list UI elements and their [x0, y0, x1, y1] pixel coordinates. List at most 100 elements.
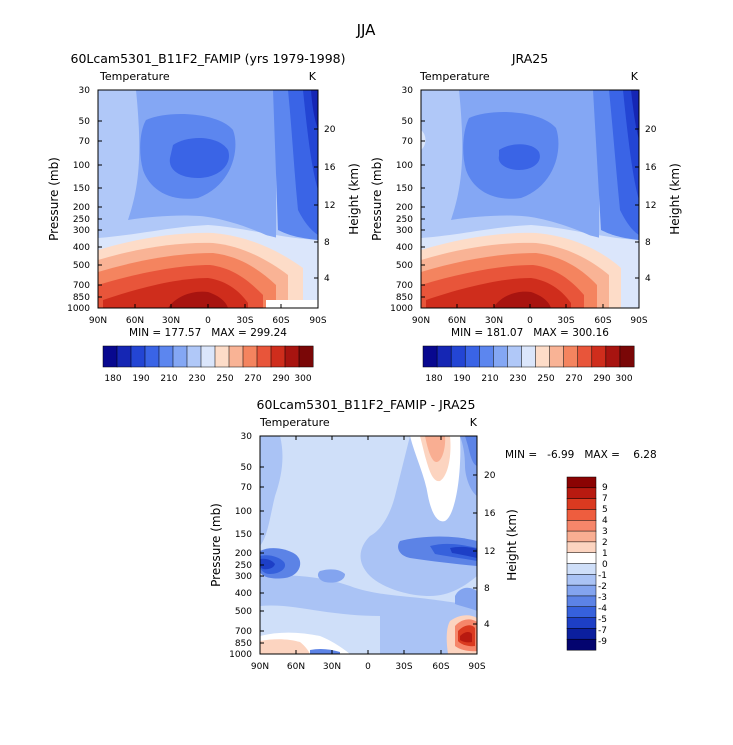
- xtick-label: 60S: [272, 316, 289, 326]
- xtick-label: 30N: [162, 316, 180, 326]
- xtick-label: 30S: [236, 316, 253, 326]
- panel-diff-ylabel: Pressure (mb): [209, 503, 223, 587]
- ytick-label: 500: [235, 607, 252, 617]
- panel-obs: JRA25 Temperature K: [370, 51, 682, 384]
- colorbar-swatch: [186, 345, 202, 368]
- colorbar-swatch: [493, 345, 508, 368]
- xtick-label: 0: [205, 316, 211, 326]
- xtick-label: 60S: [432, 662, 449, 672]
- colorbar-swatch: [563, 345, 579, 368]
- colorbar-swatch: [464, 345, 480, 368]
- height-tick-label: 12: [324, 201, 335, 211]
- panel-obs-title: JRA25: [511, 51, 548, 66]
- xtick-label: 30S: [557, 316, 574, 326]
- colorbar-label: 1: [602, 549, 608, 559]
- ytick-label: 150: [235, 530, 252, 540]
- colorbar-swatch: [507, 345, 522, 368]
- ytick-label: 50: [241, 463, 253, 473]
- panel-diff-colorbar: 9 7 5 4 3 2 1 0 -1 -2 -3 -4 -5 -7 -9: [566, 476, 608, 651]
- panel-obs-ylabel: Pressure (mb): [370, 157, 384, 241]
- colorbar-label: -9: [598, 637, 607, 647]
- colorbar-label: 270: [565, 374, 582, 384]
- colorbar-swatch: [144, 345, 160, 368]
- panel-model-title: 60Lcam5301_B11F2_FAMIP (yrs 1979-1998): [71, 51, 346, 66]
- ytick-label: 250: [396, 215, 413, 225]
- colorbar-swatch: [200, 345, 216, 368]
- panel-obs-colorbar: 180 190 210 230 250 270 290 300: [422, 345, 635, 384]
- ytick-label: 50: [402, 117, 414, 127]
- height-tick-label: 16: [484, 509, 496, 519]
- height-tick-label: 8: [484, 584, 490, 594]
- colorbar-label: -2: [598, 582, 607, 592]
- colorbar-swatch: [566, 552, 597, 564]
- panel-diff-field: [260, 436, 477, 654]
- colorbar-swatch: [549, 345, 565, 368]
- height-tick-label: 16: [645, 163, 657, 173]
- height-tick-label: 4: [484, 620, 490, 630]
- ytick-label: 400: [73, 243, 90, 253]
- xtick-label: 30N: [485, 316, 503, 326]
- colorbar-swatch: [566, 520, 597, 532]
- xtick-label: 60N: [448, 316, 466, 326]
- panel-model-field: [98, 90, 318, 308]
- xtick-label: 30S: [395, 662, 412, 672]
- colorbar-swatch: [256, 345, 272, 368]
- colorbar-swatch: [566, 574, 597, 586]
- colorbar-label: 3: [602, 527, 608, 537]
- ytick-label: 50: [79, 117, 91, 127]
- colorbar-swatch: [436, 345, 452, 368]
- panel-obs-units: K: [631, 70, 639, 83]
- ytick-label: 30: [402, 86, 414, 96]
- ytick-label: 150: [396, 184, 413, 194]
- colorbar-label: 2: [602, 538, 608, 548]
- ytick-label: 700: [396, 281, 413, 291]
- colorbar-swatch: [535, 345, 551, 368]
- colorbar-label: 180: [104, 374, 121, 384]
- ytick-label: 850: [396, 293, 413, 303]
- ytick-label: 250: [73, 215, 90, 225]
- height-tick-label: 12: [484, 547, 495, 557]
- colorbar-swatch: [566, 628, 597, 640]
- colorbar-swatch: [566, 476, 597, 489]
- xtick-label: 0: [365, 662, 371, 672]
- colorbar-swatch: [566, 509, 597, 521]
- ytick-label: 850: [73, 293, 90, 303]
- colorbar-label: -3: [598, 593, 607, 603]
- colorbar-label: 300: [615, 374, 632, 384]
- colorbar-swatch: [422, 345, 438, 368]
- colorbar-label: -1: [598, 571, 607, 581]
- colorbar-swatch: [605, 345, 621, 368]
- height-tick-label: 8: [324, 238, 330, 248]
- height-tick-label: 4: [645, 274, 651, 284]
- colorbar-swatch: [130, 345, 146, 368]
- ytick-label: 1000: [67, 304, 90, 314]
- panel-obs-stats: MIN = 181.07 MAX = 300.16: [451, 327, 609, 339]
- colorbar-label: -4: [598, 604, 607, 614]
- ytick-label: 1000: [229, 650, 252, 660]
- panel-diff-stats: MIN = -6.99 MAX = 6.28: [505, 449, 657, 461]
- panel-obs-ylabel-right: Height (km): [668, 163, 682, 234]
- colorbar-label: 250: [216, 374, 233, 384]
- xtick-label: 90S: [309, 316, 326, 326]
- colorbar-label: 230: [509, 374, 526, 384]
- colorbar-swatch: [102, 345, 118, 368]
- panel-diff-title: 60Lcam5301_B11F2_FAMIP - JRA25: [257, 397, 476, 412]
- panel-obs-field: [421, 90, 639, 308]
- panel-diff-height-ticks: 20 16 12 8 4: [484, 471, 496, 630]
- xtick-label: 90S: [468, 662, 485, 672]
- ytick-label: 30: [241, 432, 253, 442]
- ytick-label: 400: [235, 589, 252, 599]
- panel-model-ytick-marks: [98, 120, 318, 308]
- colorbar-label: 180: [425, 374, 442, 384]
- panel-model-xticks: 90N 60N 30N 0 30S 60S 90S: [89, 316, 327, 326]
- panel-diff-variable: Temperature: [259, 416, 330, 429]
- panel-obs-yticks: 30 50 70 100 150 200 250 300 400 500 700…: [390, 86, 413, 314]
- xtick-label: 30N: [323, 662, 341, 672]
- colorbar-label: 190: [132, 374, 149, 384]
- colorbar-swatch: [591, 345, 607, 368]
- colorbar-swatch: [116, 345, 132, 368]
- colorbar-swatch: [450, 345, 466, 368]
- ytick-label: 100: [73, 161, 90, 171]
- page-title: JJA: [356, 21, 377, 39]
- ytick-label: 1000: [390, 304, 413, 314]
